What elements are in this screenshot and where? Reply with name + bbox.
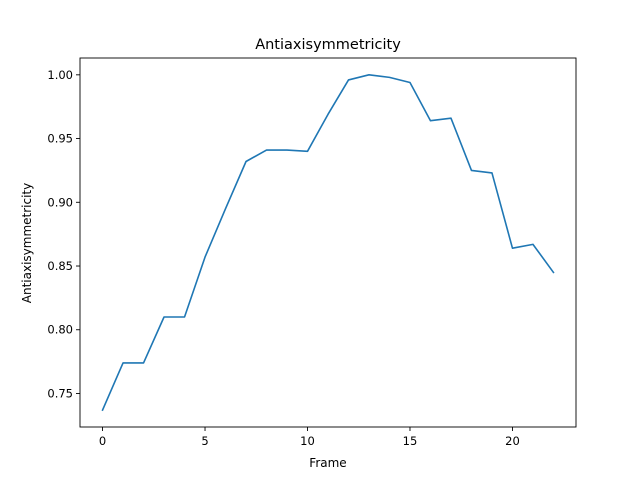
x-axis-label: Frame [309, 456, 346, 470]
y-tick-label: 0.80 [47, 323, 73, 337]
x-tick-label: 5 [201, 434, 208, 448]
y-tick-label: 0.85 [47, 259, 73, 273]
plot-frame [79, 57, 577, 428]
x-tick-label: 10 [300, 434, 315, 448]
x-tick-label: 20 [505, 434, 520, 448]
y-tick-label: 0.75 [47, 386, 73, 400]
x-tick-label: 0 [99, 434, 106, 448]
series-line-0 [101, 74, 555, 412]
y-tick-label: 0.95 [47, 132, 73, 146]
y-axis: 0.75 0.80 0.85 0.90 0.95 1.00 [47, 68, 80, 400]
x-axis: 0 5 10 15 20 [99, 427, 520, 448]
chart-title: Antiaxisymmetricity [255, 37, 401, 53]
plot-area [79, 57, 577, 428]
y-axis-label: Antiaxisymmetricity [20, 183, 34, 303]
y-tick-label: 0.90 [47, 195, 73, 209]
x-tick-label: 15 [403, 434, 418, 448]
y-tick-label: 1.00 [47, 68, 73, 82]
